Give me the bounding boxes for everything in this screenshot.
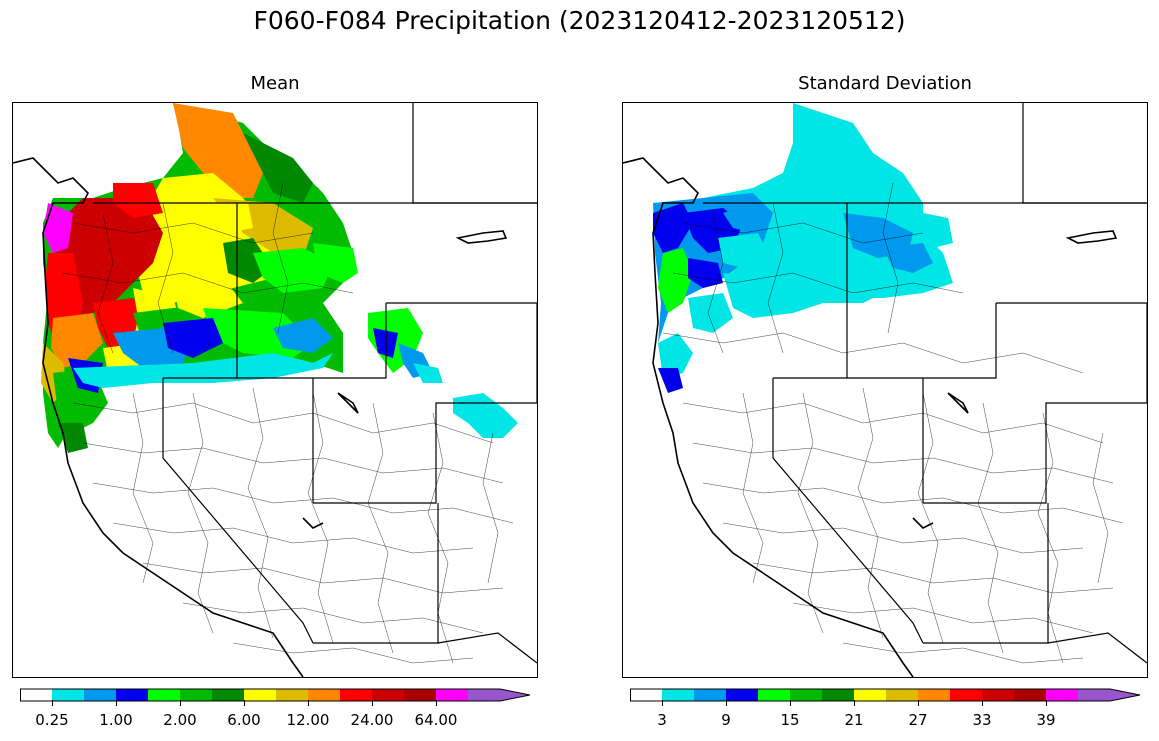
colorbar-tick-label: 33	[972, 711, 992, 729]
std-state-borders	[703, 103, 1147, 664]
colorbar-tick-label: 27	[908, 711, 928, 729]
colorbar-tick	[52, 700, 53, 706]
colorbar-swatch	[1046, 689, 1079, 701]
std-map	[622, 102, 1148, 678]
colorbar-swatch	[180, 689, 213, 701]
colorbar-swatch	[116, 689, 149, 701]
colorbar-tick	[982, 700, 983, 706]
std-coastline	[623, 157, 1118, 677]
colorbar-swatch	[950, 689, 983, 701]
colorbar-tick-label: 9	[721, 711, 731, 729]
colorbar-tick-label: 1.00	[99, 711, 133, 729]
mean-colored-basins	[41, 103, 518, 453]
colorbar-swatch	[372, 689, 405, 701]
colorbar-tick-label: 39	[1036, 711, 1056, 729]
colorbar-swatch	[52, 689, 85, 701]
colorbar-swatch	[694, 689, 727, 701]
colorbar-swatch	[822, 689, 855, 701]
colorbar-tick-label: 0.25	[35, 711, 69, 729]
colorbar-swatch	[244, 689, 277, 701]
colorbar-tick-label: 64.00	[414, 711, 458, 729]
colorbar-swatch	[790, 689, 823, 701]
colorbar-tick	[662, 700, 663, 706]
mean-map	[12, 102, 538, 678]
colorbar-outline	[20, 688, 531, 702]
colorbar-tick	[1046, 700, 1047, 706]
colorbar-tick-label: 24.00	[350, 711, 394, 729]
colorbar-tick	[726, 700, 727, 706]
colorbar-swatch	[1014, 689, 1047, 701]
colorbar-tick	[854, 700, 855, 706]
colorbar-tick-label: 21	[844, 711, 864, 729]
colorbar-swatch	[630, 689, 663, 701]
colorbar-swatch	[662, 689, 695, 701]
colorbar-tick-label: 6.00	[227, 711, 261, 729]
colorbar-tick	[436, 700, 437, 706]
colorbar-tick-label: 2.00	[163, 711, 197, 729]
colorbar-swatch	[982, 689, 1015, 701]
colorbar-swatch	[148, 689, 181, 701]
colorbar-tick-label: 12.00	[286, 711, 330, 729]
std-basin-lines	[662, 182, 1124, 664]
colorbar-swatch	[726, 689, 759, 701]
colorbar-swatch	[1078, 689, 1140, 701]
mean-panel-title: Mean	[250, 73, 300, 94]
colorbar-swatch	[436, 689, 469, 701]
colorbar-swatch	[276, 689, 309, 701]
colorbar-swatch	[918, 689, 951, 701]
colorbar-swatch	[468, 689, 530, 701]
colorbar-tick	[308, 700, 309, 706]
colorbar-swatch	[854, 689, 887, 701]
colorbar-tick	[244, 700, 245, 706]
colorbar-swatch	[20, 689, 53, 701]
colorbar-swatch	[212, 689, 245, 701]
mean-basin-lines	[62, 182, 514, 664]
colorbar-tick-label: 15	[780, 711, 800, 729]
colorbar-outline	[630, 688, 1141, 702]
colorbar-swatch	[886, 689, 919, 701]
colorbar-tick	[790, 700, 791, 706]
colorbar-swatch	[340, 689, 373, 701]
colorbar-swatch	[84, 689, 117, 701]
colorbar-tick-label: 3	[657, 711, 667, 729]
colorbar-tick	[180, 700, 181, 706]
colorbar-tick	[918, 700, 919, 706]
mean-coastline	[13, 157, 508, 677]
std-colored-basins	[653, 103, 953, 393]
colorbar-swatch	[308, 689, 341, 701]
std-panel-title: Standard Deviation	[798, 73, 972, 94]
std-colorbar	[630, 688, 1141, 702]
colorbar-tick	[372, 700, 373, 706]
colorbar-tick	[116, 700, 117, 706]
colorbar-swatch	[758, 689, 791, 701]
colorbar-swatch	[404, 689, 437, 701]
mean-state-borders	[93, 103, 537, 664]
mean-colorbar	[20, 688, 531, 702]
figure-title: F060-F084 Precipitation (2023120412-2023…	[253, 6, 906, 35]
